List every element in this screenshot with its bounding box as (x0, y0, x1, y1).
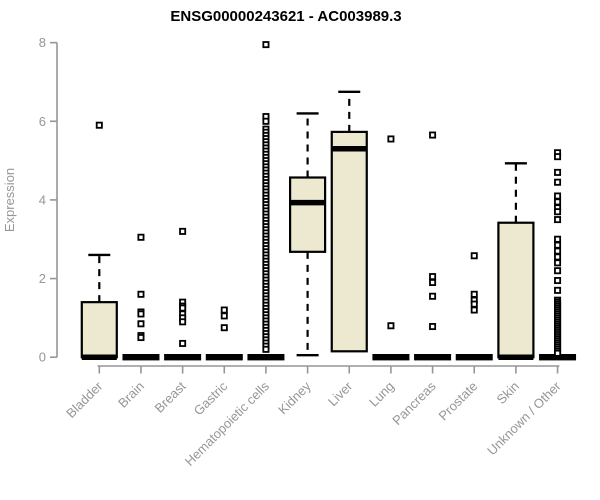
boxplot-skin (497, 162, 535, 360)
outlier-point (429, 323, 437, 331)
x-tick-label: Prostate (436, 379, 481, 424)
boxplot-gastric (205, 306, 243, 361)
outlier-point (554, 247, 562, 255)
x-tick-label: Unknown / Other (484, 378, 564, 458)
outlier-point (470, 300, 478, 308)
collapsed-box-median (247, 354, 285, 361)
boxplot-breast (164, 227, 202, 361)
outlier-point (179, 304, 187, 312)
x-tick-label: Brain (115, 379, 147, 411)
iqr-box (80, 301, 118, 359)
collapsed-box-median (205, 354, 243, 361)
boxplot-liver (330, 90, 368, 353)
outlier-point (554, 235, 562, 243)
outlier-point (470, 252, 478, 260)
boxplot-kidney (289, 112, 327, 357)
outlier-point (554, 198, 562, 206)
outlier-point (262, 117, 270, 125)
outlier-point (554, 192, 562, 200)
outlier-point (554, 286, 562, 294)
outlier-point (179, 318, 187, 326)
x-tick-label: Skin (494, 379, 522, 407)
collapsed-box-median (372, 354, 410, 361)
outlier-point (137, 233, 145, 241)
x-tick-label: Bladder (63, 378, 106, 421)
outlier-point (179, 339, 187, 347)
outlier-point (554, 241, 562, 249)
collapsed-box-median (122, 354, 160, 361)
outlier-point (262, 345, 270, 353)
outlier-point (554, 277, 562, 285)
outlier-point (137, 290, 145, 298)
outlier-point (554, 259, 562, 267)
iqr-box (289, 176, 327, 253)
collapsed-box-median (164, 354, 202, 361)
collapsed-box-median (414, 354, 452, 361)
y-tick-label: 2 (39, 271, 46, 286)
boxplot-prostate (455, 252, 493, 361)
x-tick-label: Kidney (275, 378, 314, 417)
outlier-point (387, 135, 395, 143)
boxplot-pancreas (414, 131, 452, 361)
outlier-point (554, 267, 562, 275)
y-tick-label: 4 (39, 192, 46, 207)
x-tick-label: Pancreas (389, 378, 439, 428)
outlier-point (220, 312, 228, 320)
outlier-point (262, 41, 270, 49)
outlier-point (554, 178, 562, 186)
x-tick-label: Liver (325, 378, 356, 409)
x-tick-label: Breast (152, 378, 189, 415)
x-tick-label: Gastric (191, 378, 231, 418)
outlier-point (554, 208, 562, 216)
collapsed-box-median (539, 354, 577, 361)
iqr-box (330, 130, 368, 353)
outlier-point (220, 324, 228, 332)
outlier-point (554, 216, 562, 224)
collapsed-box-median (455, 354, 493, 361)
y-tick-label: 6 (39, 114, 46, 129)
boxplot-unknown-other (539, 149, 577, 361)
outlier-point (429, 292, 437, 300)
boxplot-hematopoietic-cells (247, 41, 285, 361)
outlier-point (137, 320, 145, 328)
outlier-point (179, 227, 187, 235)
outlier-point (220, 306, 228, 314)
outlier-point (429, 278, 437, 286)
chart-title: ENSG00000243621 - AC003989.3 (170, 8, 401, 25)
boxplot-brain (122, 233, 160, 361)
box-series (80, 41, 577, 361)
y-tick-label: 0 (39, 350, 46, 365)
outlier-point (554, 168, 562, 176)
y-tick-label: 8 (39, 35, 46, 50)
outlier-point (470, 290, 478, 298)
outlier-point (387, 322, 395, 330)
iqr-box (497, 221, 535, 359)
outlier-point (554, 349, 562, 357)
boxplot-lung (372, 135, 410, 361)
outlier-point (554, 153, 562, 161)
outlier-point (137, 334, 145, 342)
outlier-point (429, 273, 437, 281)
y-axis-label: Expression (2, 168, 17, 232)
x-tick-label: Lung (366, 379, 397, 410)
boxplot-bladder (80, 121, 118, 360)
outlier-point (554, 253, 562, 261)
outlier-point (95, 121, 103, 129)
outlier-point (429, 131, 437, 139)
outlier-point (470, 306, 478, 314)
outlier-point (137, 310, 145, 318)
